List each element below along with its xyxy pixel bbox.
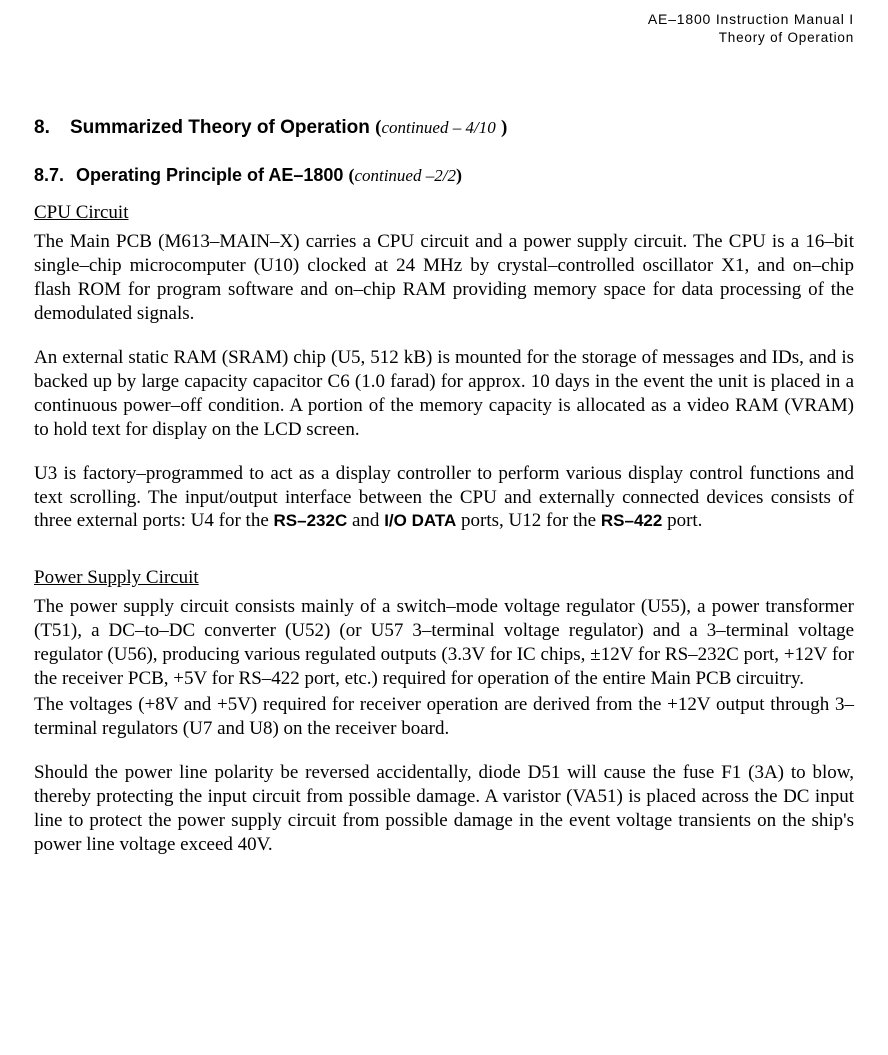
- power-supply-heading: Power Supply Circuit: [34, 567, 854, 589]
- section-title: Summarized Theory of Operation: [70, 117, 370, 138]
- section-heading-8: 8.Summarized Theory of Operation (contin…: [34, 117, 854, 139]
- rs232c-label: RS–232C: [274, 511, 348, 530]
- cpu-paragraph-3: U3 is factory–programmed to act as a dis…: [34, 462, 854, 534]
- cpu-circuit-section: CPU Circuit The Main PCB (M613–MAIN–X) c…: [34, 202, 854, 533]
- header-title: AE–1800 Instruction Manual I: [34, 10, 854, 29]
- header-subtitle: Theory of Operation: [34, 29, 854, 47]
- subsection-number: 8.7.: [34, 165, 76, 186]
- io-data-label: I/O DATA: [384, 511, 456, 530]
- rs422-label: RS–422: [601, 511, 662, 530]
- cpu-paragraph-2: An external static RAM (SRAM) chip (U5, …: [34, 346, 854, 442]
- subsection-heading-8-7: 8.7.Operating Principle of AE–1800 (cont…: [34, 165, 854, 186]
- document-page: AE–1800 Instruction Manual I Theory of O…: [0, 0, 888, 897]
- page-header: AE–1800 Instruction Manual I Theory of O…: [34, 10, 854, 47]
- power-paragraph-2: The voltages (+8V and +5V) required for …: [34, 693, 854, 741]
- section-continued: continued – 4/10: [381, 118, 495, 137]
- section-number: 8.: [34, 117, 70, 139]
- power-supply-section: Power Supply Circuit The power supply ci…: [34, 567, 854, 856]
- subsection-continued: continued –2/2: [354, 166, 456, 185]
- subsection-title: Operating Principle of AE–1800: [76, 165, 343, 185]
- power-paragraph-1: The power supply circuit consists mainly…: [34, 595, 854, 691]
- cpu-circuit-heading: CPU Circuit: [34, 202, 854, 224]
- power-paragraph-3: Should the power line polarity be revers…: [34, 761, 854, 857]
- cpu-paragraph-1: The Main PCB (M613–MAIN–X) carries a CPU…: [34, 230, 854, 326]
